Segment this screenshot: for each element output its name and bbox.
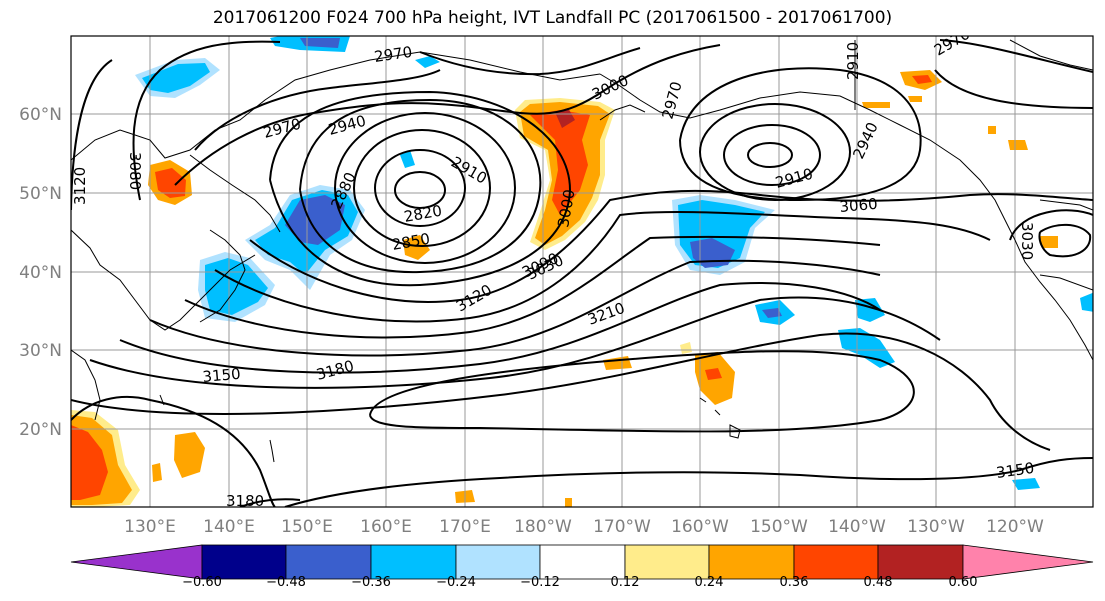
contour-label: 2910 — [844, 42, 862, 80]
contour-label: 3120 — [71, 167, 89, 205]
latitude-labels: 60°N 50°N 40°N 30°N 20°N — [19, 105, 62, 440]
contour-label: 3150 — [995, 459, 1035, 482]
lon-label: 170°E — [439, 517, 491, 537]
lat-label: 40°N — [19, 263, 62, 283]
lon-label: 130°E — [124, 517, 176, 537]
contour-label: 3060 — [839, 195, 879, 216]
lon-label: 140°E — [203, 517, 255, 537]
contour-label: 2970 — [373, 43, 413, 66]
colorbar-segment — [370, 544, 457, 580]
map-title: 2017061200 F024 700 hPa height, IVT Land… — [212, 8, 893, 28]
lat-label: 30°N — [19, 341, 62, 361]
lon-label: 150°W — [750, 517, 808, 537]
colorbar-tick-label: −0.48 — [266, 575, 306, 590]
height-contours — [71, 39, 1093, 507]
colorbar-tick-label: −0.24 — [436, 575, 476, 590]
colorbar-tick-label: 0.12 — [611, 575, 640, 590]
colorbar-segment — [201, 544, 287, 580]
contour-label: 3150 — [202, 365, 242, 386]
coastlines — [71, 39, 1093, 463]
lat-label: 50°N — [19, 184, 62, 204]
colorbar-segment — [285, 544, 372, 580]
colorbar-segment — [539, 544, 626, 580]
lon-label: 160°W — [671, 517, 729, 537]
colorbar-segment — [624, 544, 710, 580]
colorbar-segment — [708, 544, 795, 580]
colorbar-tick-label: 0.48 — [864, 575, 893, 590]
longitude-labels: 130°E 140°E 150°E 160°E 170°E 180°W 170°… — [124, 517, 1044, 537]
colorbar-segments — [70, 544, 1094, 580]
colorbar-tick-labels: −0.60 −0.48 −0.36 −0.24 −0.12 0.12 0.24 … — [182, 575, 977, 590]
map-panel: 2970 3000 2970 2880 2910 2970 2940 2910 … — [71, 36, 1093, 510]
colorbar-segment — [877, 544, 964, 580]
lon-label: 130°W — [907, 517, 965, 537]
lon-label: 160°E — [360, 517, 412, 537]
contour-label: 3180 — [226, 492, 264, 510]
colorbar-tick-label: −0.36 — [351, 575, 391, 590]
lon-label: 120°W — [986, 517, 1044, 537]
lat-label: 60°N — [19, 105, 62, 125]
contour-label: 3080 — [126, 152, 144, 190]
colorbar: −0.60 −0.48 −0.36 −0.24 −0.12 0.12 0.24 … — [70, 544, 1094, 590]
lon-label: 180°W — [514, 517, 572, 537]
colorbar-segment — [962, 544, 1094, 580]
map-frame — [70, 35, 1094, 508]
lat-label: 20°N — [19, 420, 62, 440]
colorbar-tick-label: 0.60 — [949, 575, 978, 590]
ivt-positive-shading — [71, 70, 1058, 507]
colorbar-tick-label: −0.60 — [182, 575, 222, 590]
colorbar-segment — [70, 544, 203, 580]
colorbar-tick-label: −0.12 — [520, 575, 560, 590]
colorbar-segment — [455, 544, 541, 580]
lon-label: 150°E — [281, 517, 333, 537]
colorbar-segment — [793, 544, 879, 580]
contour-label: 3030 — [1018, 222, 1036, 260]
lon-label: 140°W — [828, 517, 886, 537]
colorbar-tick-label: 0.36 — [780, 575, 809, 590]
lon-label: 170°W — [593, 517, 651, 537]
colorbar-tick-label: 0.24 — [695, 575, 724, 590]
